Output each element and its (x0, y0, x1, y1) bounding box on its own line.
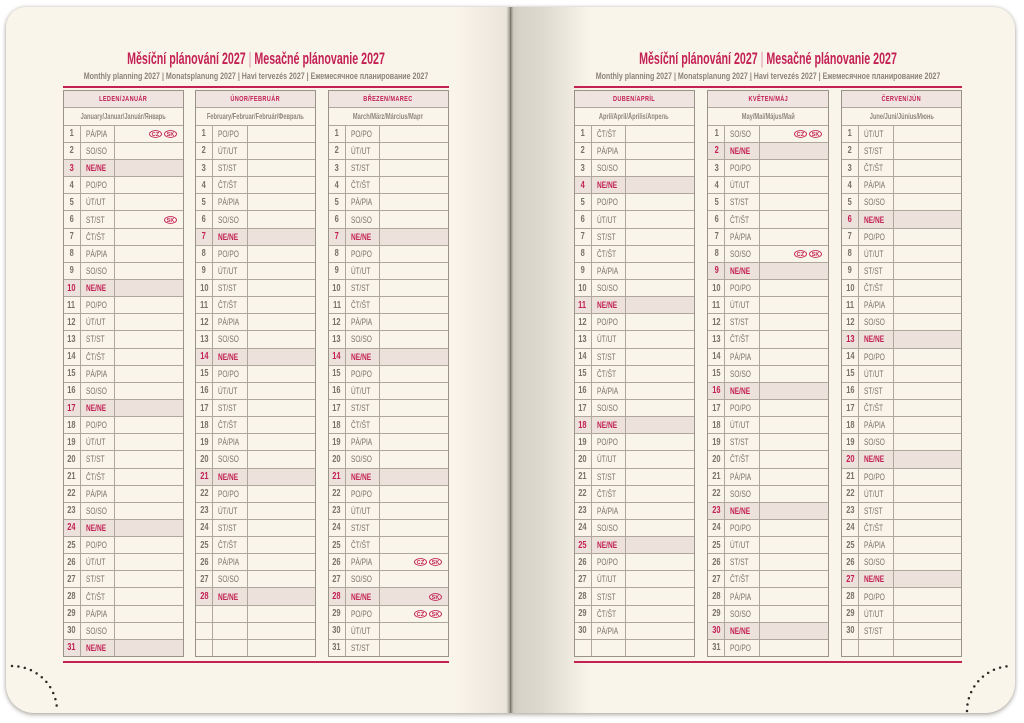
svg-text:SK: SK (432, 560, 440, 566)
svg-text:SK: SK (811, 252, 819, 258)
svg-text:CZ: CZ (796, 132, 805, 138)
svg-text:SK: SK (811, 132, 819, 138)
svg-text:SK: SK (432, 594, 440, 600)
svg-text:CZ: CZ (151, 132, 160, 138)
svg-text:SK: SK (166, 132, 174, 138)
svg-text:CZ: CZ (417, 560, 426, 566)
svg-text:CZ: CZ (417, 612, 426, 618)
svg-text:CZ: CZ (796, 252, 805, 258)
svg-text:SK: SK (166, 217, 174, 223)
svg-text:SK: SK (432, 612, 440, 618)
